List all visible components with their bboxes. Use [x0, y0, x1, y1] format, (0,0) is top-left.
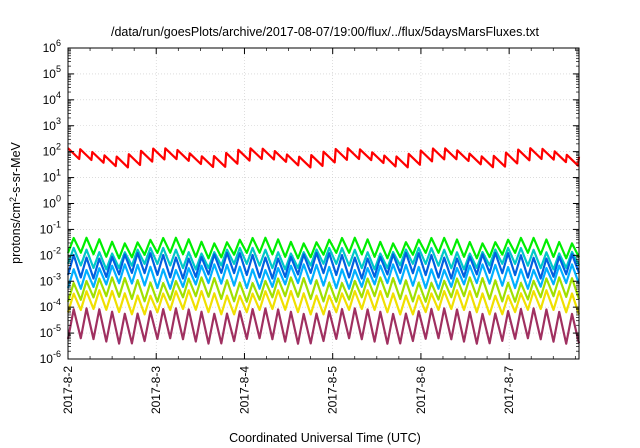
- x-tick-label: 2017-8-5: [326, 366, 340, 414]
- y-tick-label-base: 10: [43, 197, 57, 211]
- y-tick-label-exponent: -3: [53, 271, 61, 281]
- y-tick-label-exponent: -4: [53, 297, 61, 307]
- y-tick-label: 102: [43, 142, 61, 159]
- flux-series-line-1: [67, 147, 581, 169]
- y-tick-label: 106: [43, 38, 61, 55]
- y-tick-label-exponent: 4: [56, 90, 61, 100]
- y-tick-label-base: 10: [43, 93, 57, 107]
- y-tick-label-exponent: 0: [56, 194, 61, 204]
- y-tick-label: 100: [43, 194, 61, 211]
- y-tick-label-exponent: 5: [56, 64, 61, 74]
- y-tick-label-base: 10: [43, 171, 57, 185]
- y-tick-label-base: 10: [40, 352, 54, 366]
- y-tick-label: 104: [43, 90, 61, 107]
- flux-series-line-5: [66, 263, 581, 290]
- x-tick-label: 2017-8-2: [61, 366, 75, 414]
- y-tick-label-base: 10: [40, 222, 54, 236]
- y-tick-label: 10-3: [40, 271, 61, 288]
- y-tick-label: 10-5: [40, 323, 61, 340]
- y-tick-label: 10-6: [40, 349, 61, 366]
- y-tick-label-exponent: 2: [56, 142, 61, 152]
- y-tick-label: 10-2: [40, 245, 61, 262]
- flux-series-line-4: [66, 251, 581, 280]
- y-tick-label-base: 10: [40, 274, 54, 288]
- y-tick-label: 105: [43, 64, 61, 81]
- x-tick-label: 2017-8-6: [414, 366, 428, 414]
- y-tick-label-exponent: -6: [53, 349, 61, 359]
- x-tick-label: 2017-8-3: [149, 366, 163, 414]
- flux-series-line-2: [66, 236, 580, 260]
- y-axis-label-part1: protons/cm: [9, 202, 23, 264]
- y-tick-label: 10-4: [40, 297, 61, 314]
- y-axis-label-superscript: 2: [8, 197, 18, 202]
- y-tick-label-exponent: 6: [56, 38, 61, 48]
- axes: 10610510410310210110010-110-210-310-410-…: [40, 38, 579, 414]
- y-tick-label-base: 10: [40, 300, 54, 314]
- y-tick-label-base: 10: [40, 326, 54, 340]
- x-tick-label: 2017-8-4: [237, 366, 251, 414]
- x-axis-label: Coordinated Universal Time (UTC): [229, 431, 421, 445]
- y-axis-label-part2: -s-sr-MeV: [9, 141, 23, 197]
- flux-series-line-6: [66, 276, 581, 303]
- flux-series-line-3: [66, 246, 580, 271]
- y-tick-label-base: 10: [43, 41, 57, 55]
- x-tick-label: 2017-8-7: [502, 366, 516, 414]
- y-tick-label-base: 10: [43, 145, 57, 159]
- y-tick-label-exponent: -2: [53, 245, 61, 255]
- y-tick-label-exponent: -5: [53, 323, 61, 333]
- y-tick-label-base: 10: [43, 67, 57, 81]
- y-tick-label-exponent: 1: [56, 168, 61, 178]
- y-tick-label-exponent: 3: [56, 116, 61, 126]
- y-tick-label-exponent: -1: [53, 219, 61, 229]
- flux-series-line-7: [66, 289, 581, 316]
- y-tick-label-base: 10: [43, 119, 57, 133]
- y-tick-label: 103: [43, 116, 61, 133]
- y-tick-label: 101: [43, 168, 61, 185]
- y-axis-label: protons/cm2-s-sr-MeV: [8, 141, 23, 263]
- y-tick-label: 10-1: [40, 219, 61, 236]
- series-group: [66, 147, 581, 345]
- chart-title: /data/run/goesPlots/archive/2017-08-07/1…: [111, 25, 540, 39]
- y-tick-label-base: 10: [40, 248, 54, 262]
- flux-series-line-8: [66, 307, 581, 345]
